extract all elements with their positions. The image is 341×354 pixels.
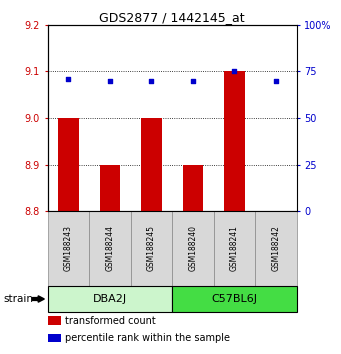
Text: DBA2J: DBA2J: [93, 294, 127, 304]
Point: [232, 69, 237, 74]
Bar: [172, 211, 214, 286]
Text: percentile rank within the sample: percentile rank within the sample: [65, 333, 230, 343]
Bar: [182, 165, 203, 211]
Title: GDS2877 / 1442145_at: GDS2877 / 1442145_at: [99, 11, 245, 24]
Text: GSM188245: GSM188245: [147, 225, 156, 272]
Point: [190, 78, 196, 84]
Text: GSM188243: GSM188243: [64, 225, 73, 272]
Bar: [48, 211, 89, 286]
Text: GSM188244: GSM188244: [105, 225, 115, 272]
Point: [66, 76, 71, 82]
Bar: [131, 211, 172, 286]
Bar: [224, 72, 245, 211]
Text: strain: strain: [3, 294, 33, 304]
Bar: [255, 211, 297, 286]
Bar: [48, 334, 61, 342]
Bar: [48, 286, 172, 312]
Text: GSM188240: GSM188240: [189, 225, 197, 272]
Text: GSM188241: GSM188241: [230, 225, 239, 272]
Bar: [141, 118, 162, 211]
Bar: [48, 316, 61, 325]
Text: transformed count: transformed count: [65, 316, 156, 326]
Text: GSM188242: GSM188242: [271, 225, 280, 272]
Bar: [214, 211, 255, 286]
Point: [149, 78, 154, 84]
Bar: [100, 165, 120, 211]
Text: C57BL6J: C57BL6J: [211, 294, 257, 304]
Bar: [89, 211, 131, 286]
Point: [107, 78, 113, 84]
Bar: [172, 286, 297, 312]
Point: [273, 78, 279, 84]
Bar: [58, 118, 79, 211]
